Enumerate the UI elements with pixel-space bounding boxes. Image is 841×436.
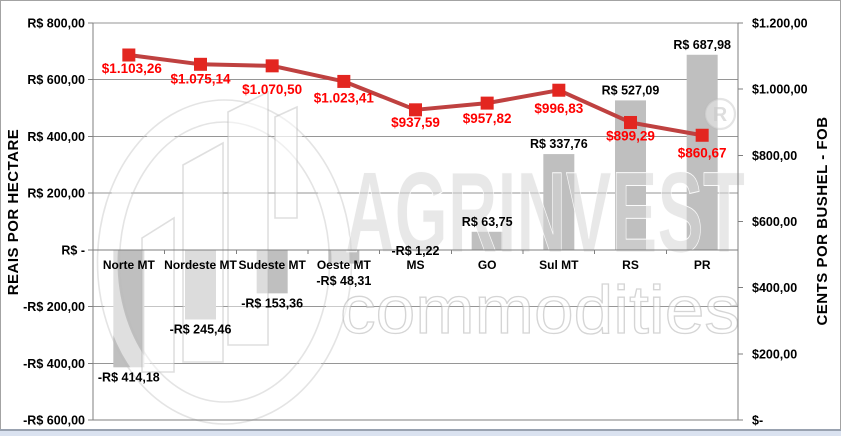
watermark-tower-icon [227, 90, 269, 346]
watermark-tower-icon [274, 105, 298, 219]
line-marker[interactable] [409, 103, 422, 117]
right-axis-tick-label: $200,00 [752, 347, 797, 361]
data-labels: R$ 800,00 R$ 600,00 R$ 400,00 R$ 200,00 R$ -… [23, 17, 808, 428]
bar-value-label: R$ 687,98 [673, 38, 731, 52]
watermark-ring-band [99, 102, 350, 422]
bar-series[interactable] [113, 54, 718, 368]
line-series[interactable]: $1.103,26 $1.075,14 $1.070,50 $1.023,41 $937… [102, 48, 727, 161]
line-value-label: $957,82 [463, 111, 512, 126]
line-value-label: $996,83 [534, 101, 583, 116]
line-marker[interactable] [695, 128, 709, 142]
line-value-label: $1.075,14 [170, 71, 231, 86]
left-axis-tick-label: R$ 600,00 [27, 73, 85, 87]
bar-value-label: -R$ 245,46 [170, 322, 232, 336]
left-axis-tick-label: R$ 200,00 [27, 187, 85, 201]
line-marker[interactable] [552, 83, 566, 97]
left-axis-title: REAIS POR HECTARE [5, 129, 22, 296]
frame-border-top [0, 0, 841, 1]
registered-mark-letter: R [713, 104, 728, 126]
category-label: MS [407, 258, 425, 272]
bar-value-label: R$ 337,76 [530, 137, 588, 151]
line-marker[interactable] [122, 48, 136, 62]
line-marker[interactable] [480, 96, 494, 110]
bar-value-label: R$ 63,75 [462, 215, 513, 229]
bar[interactable] [471, 231, 503, 250]
bar-value-label: -R$ 153,36 [241, 296, 303, 310]
left-axis-tick-label: -R$ 400,00 [23, 357, 85, 371]
left-axis-tick-label: R$ 400,00 [27, 130, 85, 144]
bar[interactable] [185, 249, 216, 320]
category-label: RS [622, 258, 639, 272]
axes [88, 22, 743, 421]
right-axis-tick-label: $800,00 [752, 149, 797, 163]
registered-mark-icon [703, 97, 737, 131]
watermark-ring-inner [118, 121, 331, 403]
watermark-tower-icon [141, 216, 175, 373]
bar-value-label: R$ 527,09 [602, 83, 660, 97]
category-label: Oeste MT [317, 258, 372, 272]
category-label: Norte MT [103, 258, 156, 272]
line-marker[interactable] [337, 74, 351, 88]
left-axis-tick-label: -R$ 600,00 [23, 414, 85, 428]
left-axis-tick-label: R$ - [61, 243, 85, 257]
watermark-tower-icon [182, 141, 224, 363]
line-value-label: $860,67 [678, 145, 727, 160]
category-label: Nordeste MT [164, 258, 237, 272]
bar[interactable] [256, 249, 288, 294]
right-axis-tick-label: $1.200,00 [752, 17, 808, 31]
right-axis-tick-label: $400,00 [752, 281, 797, 295]
category-label: PR [694, 258, 711, 272]
line-value-label: $899,29 [606, 128, 655, 143]
right-axis-tick-label: $600,00 [752, 215, 797, 229]
line-value-label: $1.103,26 [102, 61, 163, 76]
frame-border-left [0, 0, 1, 436]
category-label: Sul MT [539, 258, 579, 272]
watermark-brand-text: AGRINVEST [345, 149, 745, 277]
right-axis-tick-label: $1.000,00 [752, 83, 808, 97]
bar-value-label: -R$ 48,31 [316, 274, 371, 288]
left-axis-tick-label: -R$ 200,00 [23, 300, 85, 314]
frame-bottom-band [0, 431, 841, 436]
line-value-label: $937,59 [391, 115, 440, 130]
watermark-logo: AGRINVEST commodities R [96, 90, 746, 425]
right-axis-title: CENTS POR BUSHEL - FOB [814, 116, 831, 325]
category-label: GO [478, 258, 497, 272]
bar-value-label: -R$ 1,22 [392, 244, 440, 258]
watermark-ring-outer [96, 99, 353, 425]
line-marker[interactable] [265, 59, 279, 73]
bar-value-label: -R$ 414,18 [98, 370, 160, 384]
category-label: Sudeste MT [238, 258, 306, 272]
bar[interactable] [686, 54, 718, 250]
frame-border-bottom [0, 429, 841, 431]
watermark-sub-text: commodities [340, 272, 740, 348]
line-marker[interactable] [194, 57, 207, 71]
line-value-label: $1.070,50 [242, 82, 302, 97]
line-value-label: $1.023,41 [314, 90, 375, 105]
left-axis-tick-label: R$ 800,00 [27, 17, 85, 31]
bar[interactable] [543, 154, 575, 250]
line-marker[interactable] [624, 115, 637, 129]
right-axis-tick-label: $- [752, 414, 763, 428]
